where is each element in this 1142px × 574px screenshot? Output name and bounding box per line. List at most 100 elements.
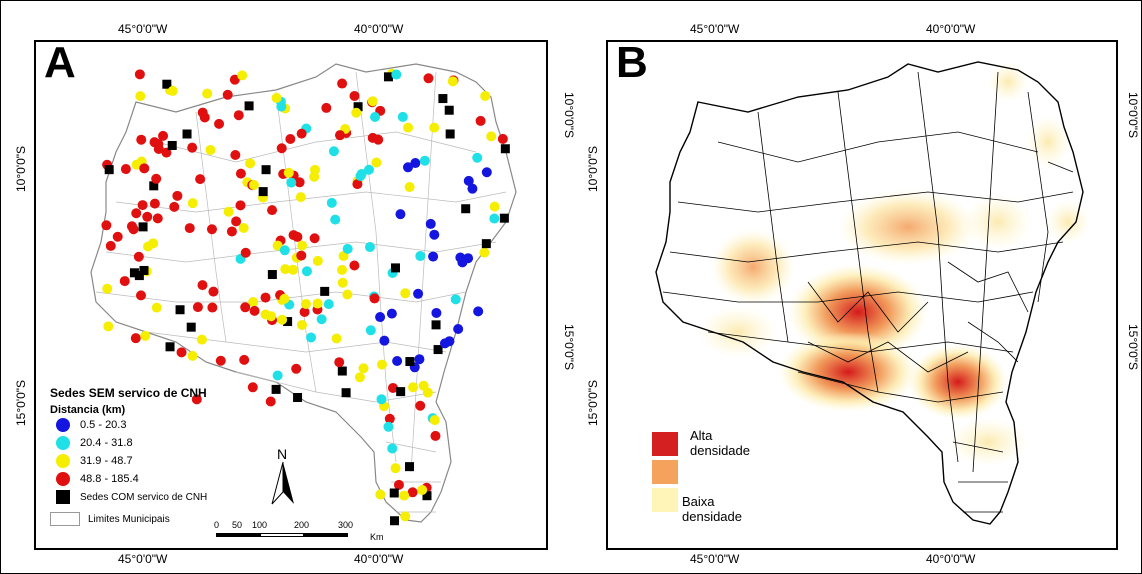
sede-sem-servico-marker	[272, 240, 283, 251]
sede-sem-servico-marker	[136, 134, 147, 145]
sede-sem-servico-marker	[419, 155, 430, 166]
sede-sem-servico-marker	[376, 394, 387, 405]
sede-com-servico-marker	[129, 268, 139, 278]
sede-sem-servico-marker	[167, 85, 178, 96]
sede-sem-servico-marker	[207, 302, 218, 313]
b-bottom-tick-45w: 45°0'0"W	[690, 552, 740, 566]
sede-sem-servico-marker	[326, 197, 337, 208]
sede-sem-servico-marker	[429, 122, 440, 133]
north-arrow	[271, 461, 294, 505]
sede-sem-servico-marker	[351, 107, 362, 118]
sede-sem-servico-marker	[364, 242, 375, 253]
sede-sem-servico-marker	[423, 73, 434, 84]
sede-sem-servico-marker	[245, 158, 256, 169]
sede-sem-servico-marker	[429, 229, 440, 240]
sede-sem-servico-marker	[296, 128, 307, 139]
sede-sem-servico-marker	[248, 297, 259, 308]
sede-sem-servico-marker	[102, 283, 113, 294]
legend-label-1: 0.5 - 20.3	[80, 419, 127, 431]
sede-sem-servico-marker	[475, 115, 486, 126]
sede-sem-servico-marker	[472, 152, 483, 163]
sede-sem-servico-marker	[415, 400, 426, 411]
sede-com-servico-marker	[261, 165, 271, 175]
sede-sem-servico-marker	[176, 347, 187, 358]
sede-sem-servico-marker	[367, 132, 378, 143]
sede-sem-servico-marker	[231, 216, 242, 227]
sede-sem-servico-marker	[408, 382, 419, 393]
sede-sem-servico-marker	[149, 198, 160, 209]
sede-sem-servico-marker	[283, 167, 294, 178]
legend-label-4: 48.8 - 185.4	[80, 473, 139, 485]
sede-sem-servico-marker	[321, 102, 332, 113]
legend-row-2: 20.4 - 31.8	[50, 434, 207, 452]
legend-dot-cyan	[56, 436, 70, 450]
sede-sem-servico-marker	[240, 247, 251, 258]
legend-municipal-symbol	[50, 512, 80, 526]
sede-sem-servico-marker	[158, 130, 169, 141]
sede-sem-servico-marker	[238, 223, 249, 234]
sede-sem-servico-marker	[301, 266, 312, 277]
sede-sem-servico-marker	[288, 230, 299, 241]
scale-label-50: 50	[232, 520, 243, 530]
sede-sem-servico-marker	[249, 305, 260, 316]
legend-dot-yellow	[56, 454, 70, 468]
sede-sem-servico-marker	[331, 333, 342, 344]
sede-sem-servico-marker	[142, 211, 153, 222]
sede-sem-servico-marker	[397, 111, 408, 122]
density-swatch-high	[652, 432, 678, 456]
sede-sem-servico-marker	[208, 286, 219, 297]
sede-com-servico-marker	[271, 384, 281, 394]
sede-sem-servico-marker	[247, 382, 258, 393]
sede-com-servico-marker	[405, 462, 415, 472]
distance-points	[101, 68, 510, 526]
sede-sem-servico-marker	[354, 372, 365, 383]
sede-sem-servico-marker	[120, 164, 131, 175]
sede-sem-servico-marker	[384, 413, 395, 424]
sede-sem-servico-marker	[260, 309, 271, 320]
sede-sem-servico-marker	[101, 220, 112, 231]
sede-sem-servico-marker	[387, 443, 398, 454]
sede-sem-servico-marker	[295, 192, 306, 203]
scale-label-300: 300	[338, 520, 354, 530]
sede-sem-servico-marker	[288, 264, 299, 275]
sede-com-servico-marker	[390, 516, 400, 526]
sede-sem-servico-marker	[467, 183, 478, 194]
sede-sem-servico-marker	[403, 122, 414, 133]
sede-sem-servico-marker	[276, 101, 287, 112]
sede-sem-servico-marker	[410, 158, 421, 169]
sede-sem-servico-marker	[296, 319, 307, 330]
sede-sem-servico-marker	[337, 78, 348, 89]
sede-sem-servico-marker	[103, 321, 114, 332]
sede-sem-servico-marker	[337, 264, 348, 275]
b-top-tick-40w: 40°0'0"W	[926, 22, 976, 36]
municipal-boundaries-b	[662, 71, 1074, 513]
sede-sem-servico-marker	[139, 163, 150, 174]
sede-sem-servico-marker	[328, 146, 339, 157]
sede-sem-servico-marker	[119, 276, 130, 287]
sede-sem-servico-marker	[367, 96, 378, 107]
sede-com-servico-marker	[353, 102, 363, 112]
sede-sem-servico-marker	[414, 354, 425, 365]
sede-sem-servico-marker	[457, 257, 468, 268]
sede-sem-servico-marker	[133, 251, 144, 262]
sede-sem-servico-marker	[358, 363, 369, 374]
sede-sem-servico-marker	[191, 394, 202, 405]
sede-sem-servico-marker	[300, 298, 311, 309]
sede-sem-servico-marker	[149, 137, 160, 148]
sede-sem-servico-marker	[229, 74, 240, 85]
sede-sem-servico-marker	[417, 484, 428, 495]
sede-sem-servico-marker	[379, 335, 390, 346]
sede-sem-servico-marker	[233, 110, 244, 121]
density-surface	[698, 62, 1090, 466]
b-top-tick-45w: 45°0'0"W	[690, 22, 740, 36]
legend-dot-red	[56, 472, 70, 486]
sede-sem-servico-marker	[430, 430, 441, 441]
sede-sem-servico-marker	[371, 157, 382, 168]
sede-sem-servico-marker	[310, 164, 321, 175]
sede-com-servico-marker	[267, 270, 277, 280]
panel-a: 45°0'0"W 40°0'0"W 45°0'0"W 40°0'0"W 10°0…	[0, 0, 576, 574]
sede-sem-servico-marker	[297, 240, 308, 251]
sede-sem-servico-marker	[316, 314, 327, 325]
sede-sem-servico-marker	[294, 177, 305, 188]
sede-sem-servico-marker	[425, 218, 436, 229]
